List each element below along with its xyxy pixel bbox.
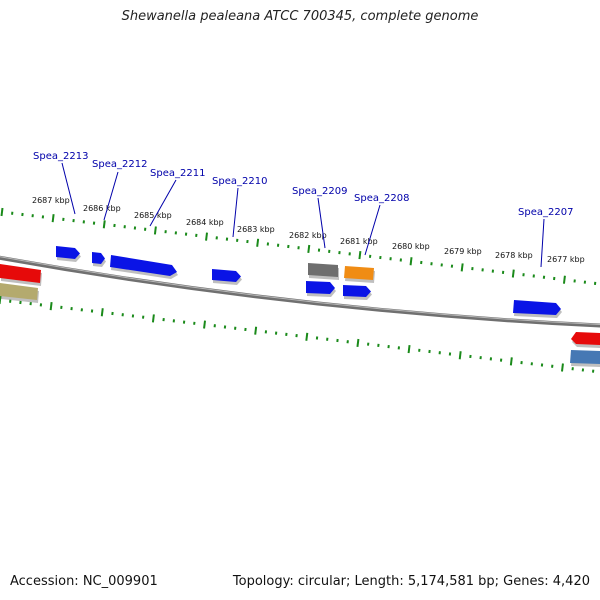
tick-label: 2679 kbp [444, 247, 482, 256]
gene-olive [0, 283, 39, 303]
gene-body [513, 300, 561, 315]
gene-red [571, 332, 600, 348]
gene-forward [92, 252, 106, 267]
tick-mark [511, 269, 515, 278]
tick-label: 2684 kbp [186, 218, 224, 227]
gene-grey [308, 263, 339, 280]
tick-label: 2680 kbp [392, 242, 430, 251]
tick-labels: 2687 kbp 2686 kbp 2685 kbp 2684 kbp 2683 kbp… [32, 196, 585, 264]
gene-label-leader [540, 218, 545, 268]
gene-label: Spea_2210 [212, 176, 267, 187]
map-title: Shewanella pealeana ATCC 700345, complet… [121, 9, 479, 24]
tick-mark [0, 207, 4, 217]
gene-forward [343, 285, 372, 300]
tick-mark [51, 214, 55, 223]
gene-body [571, 332, 600, 345]
tick-mark [100, 308, 104, 317]
gene-label: Spea_2208 [354, 193, 409, 204]
inner-tick-track [0, 295, 595, 373]
tick-mark [205, 232, 208, 241]
tick-label: 2683 kbp [237, 225, 275, 234]
tick-mark [102, 220, 106, 229]
tick-mark [305, 332, 309, 341]
tick-mark [254, 326, 258, 335]
gene-steel [570, 350, 600, 367]
gene-body [570, 350, 600, 364]
tick-mark [509, 357, 513, 366]
tick-mark [307, 244, 311, 254]
gene-body [0, 264, 41, 283]
gene-body [92, 252, 105, 264]
gene-body [0, 283, 38, 300]
tick-mark [407, 344, 411, 354]
tick-mark [356, 338, 360, 348]
gene-forward [513, 300, 562, 318]
gene-label: Spea_2209 [292, 186, 347, 197]
gene-label: Spea_2213 [33, 151, 88, 162]
gene-label-leader [232, 187, 239, 238]
gene-forward [212, 269, 242, 285]
tick-mark [358, 251, 362, 260]
tick-label: 2685 kbp [134, 211, 172, 220]
tick-mark [49, 302, 53, 311]
gene-body [308, 263, 338, 277]
tick-mark [562, 275, 566, 284]
tick-label: 2677 kbp [547, 255, 585, 264]
gene-label-leader [317, 197, 326, 249]
tick-label: 2678 kbp [495, 251, 533, 260]
gene-label: Spea_2207 [518, 207, 573, 218]
gene-body [56, 246, 80, 259]
gene-body [343, 285, 371, 297]
gene-forward [56, 246, 81, 262]
tick-mark [256, 238, 260, 247]
gene-label-leader [103, 171, 119, 221]
tick-mark [460, 263, 464, 272]
tick-mark [560, 363, 564, 372]
tick-mark [409, 257, 413, 266]
gene-orange [344, 266, 375, 283]
gene-label-leader [61, 162, 76, 215]
tick-mark [151, 314, 155, 323]
gene-red [0, 264, 42, 286]
gene-features [0, 246, 600, 367]
tick-label: 2686 kbp [83, 204, 121, 213]
tick-mark [458, 351, 462, 360]
tick-label: 2682 kbp [289, 231, 327, 240]
gene-body [306, 281, 335, 294]
gene-body [344, 266, 374, 280]
outer-tick-track [0, 207, 597, 286]
gene-forward [306, 281, 336, 297]
gene-label-leader [149, 179, 177, 227]
gene-body [110, 255, 177, 276]
genome-backbone-highlight [0, 256, 600, 326]
gene-label-leader [364, 204, 381, 256]
gene-body [212, 269, 241, 282]
tick-label: 2687 kbp [32, 196, 70, 205]
tick-label: 2681 kbp [340, 237, 378, 246]
tick-mark [153, 226, 157, 235]
gene-forward [110, 255, 178, 279]
tick-mark [203, 320, 207, 329]
gene-label: Spea_2212 [92, 159, 147, 170]
genome-summary: Topology: circular; Length: 5,174,581 bp… [232, 574, 590, 589]
accession-text: Accession: NC_009901 [10, 574, 158, 589]
gene-label: Spea_2211 [150, 168, 205, 179]
genome-backbone [0, 255, 600, 328]
